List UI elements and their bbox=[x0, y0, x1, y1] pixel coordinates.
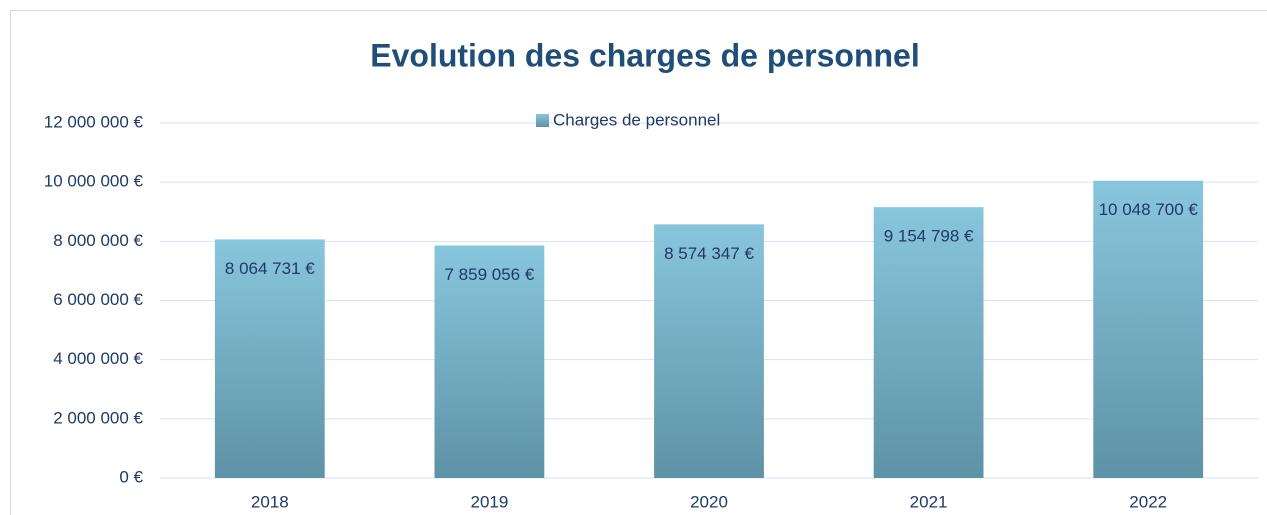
bar bbox=[1093, 180, 1204, 478]
chart-frame bbox=[10, 10, 1267, 515]
y-tick-label: 6 000 000 € bbox=[53, 290, 143, 309]
y-tick-label: 8 000 000 € bbox=[53, 231, 143, 250]
x-tick-label: 2020 bbox=[690, 492, 728, 511]
bar bbox=[214, 239, 325, 478]
x-tick-label: 2019 bbox=[470, 492, 508, 511]
legend-swatch bbox=[536, 114, 549, 127]
data-label: 8 574 347 € bbox=[664, 244, 754, 263]
data-label: 10 048 700 € bbox=[1099, 200, 1199, 219]
data-label: 8 064 731 € bbox=[225, 259, 315, 278]
bar bbox=[873, 207, 984, 478]
bar bbox=[434, 245, 545, 478]
y-tick-label: 0 € bbox=[119, 467, 143, 486]
x-tick-label: 2021 bbox=[910, 492, 948, 511]
y-tick-label: 12 000 000 € bbox=[44, 112, 144, 131]
bar bbox=[654, 224, 764, 478]
x-tick-label: 2018 bbox=[251, 492, 289, 511]
x-tick-label: 2022 bbox=[1129, 492, 1167, 511]
chart-title: Evolution des charges de personnel bbox=[370, 37, 919, 73]
data-label: 9 154 798 € bbox=[884, 227, 974, 246]
data-label: 7 859 056 € bbox=[444, 265, 534, 284]
legend-label: Charges de personnel bbox=[553, 110, 720, 129]
y-tick-label: 2 000 000 € bbox=[53, 408, 143, 427]
y-tick-label: 10 000 000 € bbox=[44, 172, 144, 191]
y-tick-label: 4 000 000 € bbox=[53, 349, 143, 368]
